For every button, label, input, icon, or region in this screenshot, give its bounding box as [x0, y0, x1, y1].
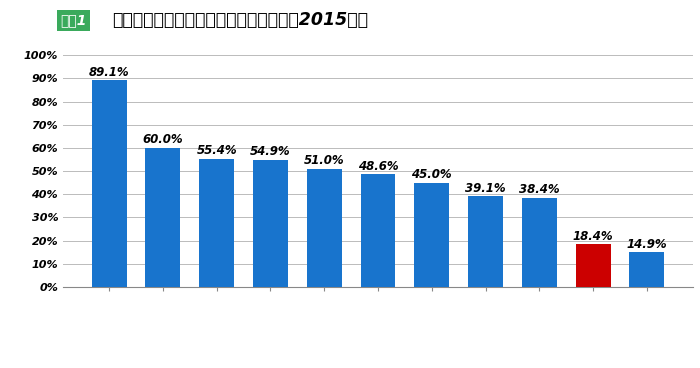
Text: 51.0%: 51.0% [304, 154, 344, 167]
Text: 60.0%: 60.0% [143, 133, 183, 146]
Text: 54.9%: 54.9% [250, 145, 290, 158]
Bar [307, 169, 342, 287]
Bar [199, 159, 234, 287]
Text: 14.9%: 14.9% [626, 238, 667, 251]
Text: 各国のキャッシュレス決済比率の状況（2015年）: 各国のキャッシュレス決済比率の状況（2015年） [112, 11, 368, 29]
Text: 45.0%: 45.0% [412, 168, 452, 181]
Text: 55.4%: 55.4% [197, 144, 237, 157]
Bar [468, 197, 503, 287]
Text: 89.1%: 89.1% [89, 66, 130, 79]
Bar [414, 183, 449, 287]
Bar [522, 198, 557, 287]
Bar [629, 252, 664, 287]
Text: 18.4%: 18.4% [573, 230, 613, 243]
Text: 資料1: 資料1 [60, 13, 87, 27]
Text: 39.1%: 39.1% [466, 181, 506, 195]
Bar [360, 174, 395, 287]
Bar [253, 160, 288, 287]
Text: 38.4%: 38.4% [519, 183, 559, 196]
Bar [92, 81, 127, 287]
Bar [146, 148, 181, 287]
Bar [575, 244, 610, 287]
Text: 48.6%: 48.6% [358, 159, 398, 173]
